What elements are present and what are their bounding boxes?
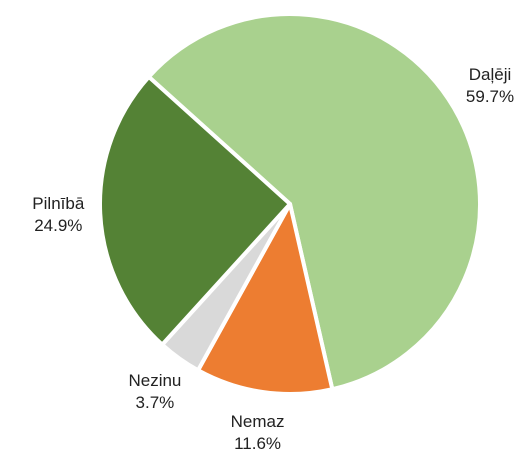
pie-slice — [196, 202, 335, 396]
slice-value-label: 11.6% — [234, 434, 281, 451]
pie-slice — [98, 74, 292, 347]
slice-value-label: 3.7% — [136, 393, 175, 412]
slice-label: Daļēji — [469, 65, 512, 84]
slice-value-label: 24.9% — [34, 216, 82, 235]
slice-label: Pilnībā — [32, 194, 85, 213]
slice-value-label: 59.7% — [466, 87, 514, 106]
slice-label: Nezinu — [128, 371, 181, 390]
slice-label: Nemaz — [231, 412, 285, 431]
pie-slice — [146, 12, 482, 392]
